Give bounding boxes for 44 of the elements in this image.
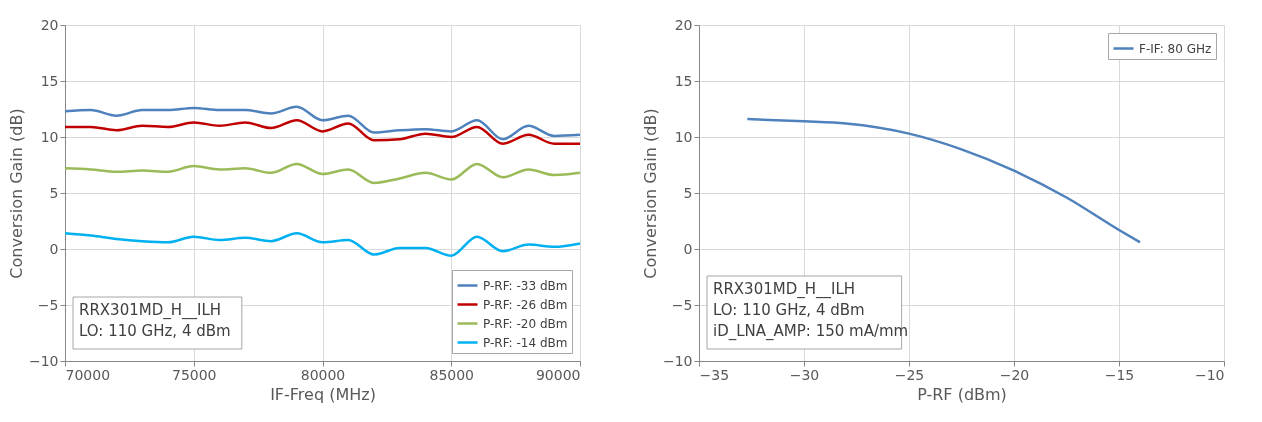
line-series <box>63 118 582 145</box>
x-axis-title: IF-Freq (MHz) <box>270 384 376 404</box>
annotation: iD_LNA_AMP: 150 mA/mm <box>713 322 909 341</box>
y-axis-title: Conversion Gain (dB) <box>6 108 26 279</box>
line-series <box>63 232 582 257</box>
x-tick-label: 70000 <box>65 366 111 383</box>
legend-label: P-RF: -26 dBm <box>483 297 568 312</box>
line-series <box>746 117 1142 244</box>
y-tick-label: 15 <box>674 72 693 89</box>
legend-label: P-RF: -20 dBm <box>483 316 568 331</box>
x-tick-label: 75000 <box>171 366 217 383</box>
y-tick-label: −10 <box>28 352 59 369</box>
annotation: LO: 110 GHz, 4 dBm <box>79 322 231 340</box>
x-tick-label: −10 <box>1194 366 1225 383</box>
y-tick-label: 10 <box>674 128 693 145</box>
y-tick-label: 20 <box>40 16 59 33</box>
line-series <box>63 105 582 141</box>
x-tick-label: 80000 <box>300 366 346 383</box>
legend-label: P-RF: -14 dBm <box>483 335 568 350</box>
legend-label: P-RF: -33 dBm <box>483 278 568 293</box>
y-axis-title: Conversion Gain (dB) <box>640 108 660 279</box>
annotation: RRX301MD_H__ILH <box>79 301 222 320</box>
y-tick-label: 0 <box>683 240 693 257</box>
y-tick-label: 20 <box>674 16 693 33</box>
y-tick-label: 15 <box>40 72 59 89</box>
y-tick-label: −5 <box>37 296 59 313</box>
y-tick-label: 10 <box>40 128 59 145</box>
x-axis-title: P-RF (dBm) <box>917 384 1007 404</box>
y-tick-label: 5 <box>49 184 59 201</box>
legend-label: F-IF: 80 GHz <box>1139 41 1212 56</box>
annotation: RRX301MD_H__ILH <box>713 280 856 299</box>
x-tick-label: 90000 <box>535 366 581 383</box>
y-tick-label: 5 <box>683 184 693 201</box>
y-tick-label: 0 <box>49 240 59 257</box>
annotation: LO: 110 GHz, 4 dBm <box>713 301 865 319</box>
x-tick-label: −25 <box>894 366 925 383</box>
x-tick-label: −30 <box>789 366 820 383</box>
x-tick-label: 85000 <box>429 366 475 383</box>
y-tick-label: −10 <box>662 352 693 369</box>
line-series <box>63 162 582 185</box>
x-tick-label: −35 <box>699 366 730 383</box>
x-tick-label: −20 <box>999 366 1030 383</box>
x-tick-label: −15 <box>1104 366 1135 383</box>
y-tick-label: −5 <box>671 296 693 313</box>
